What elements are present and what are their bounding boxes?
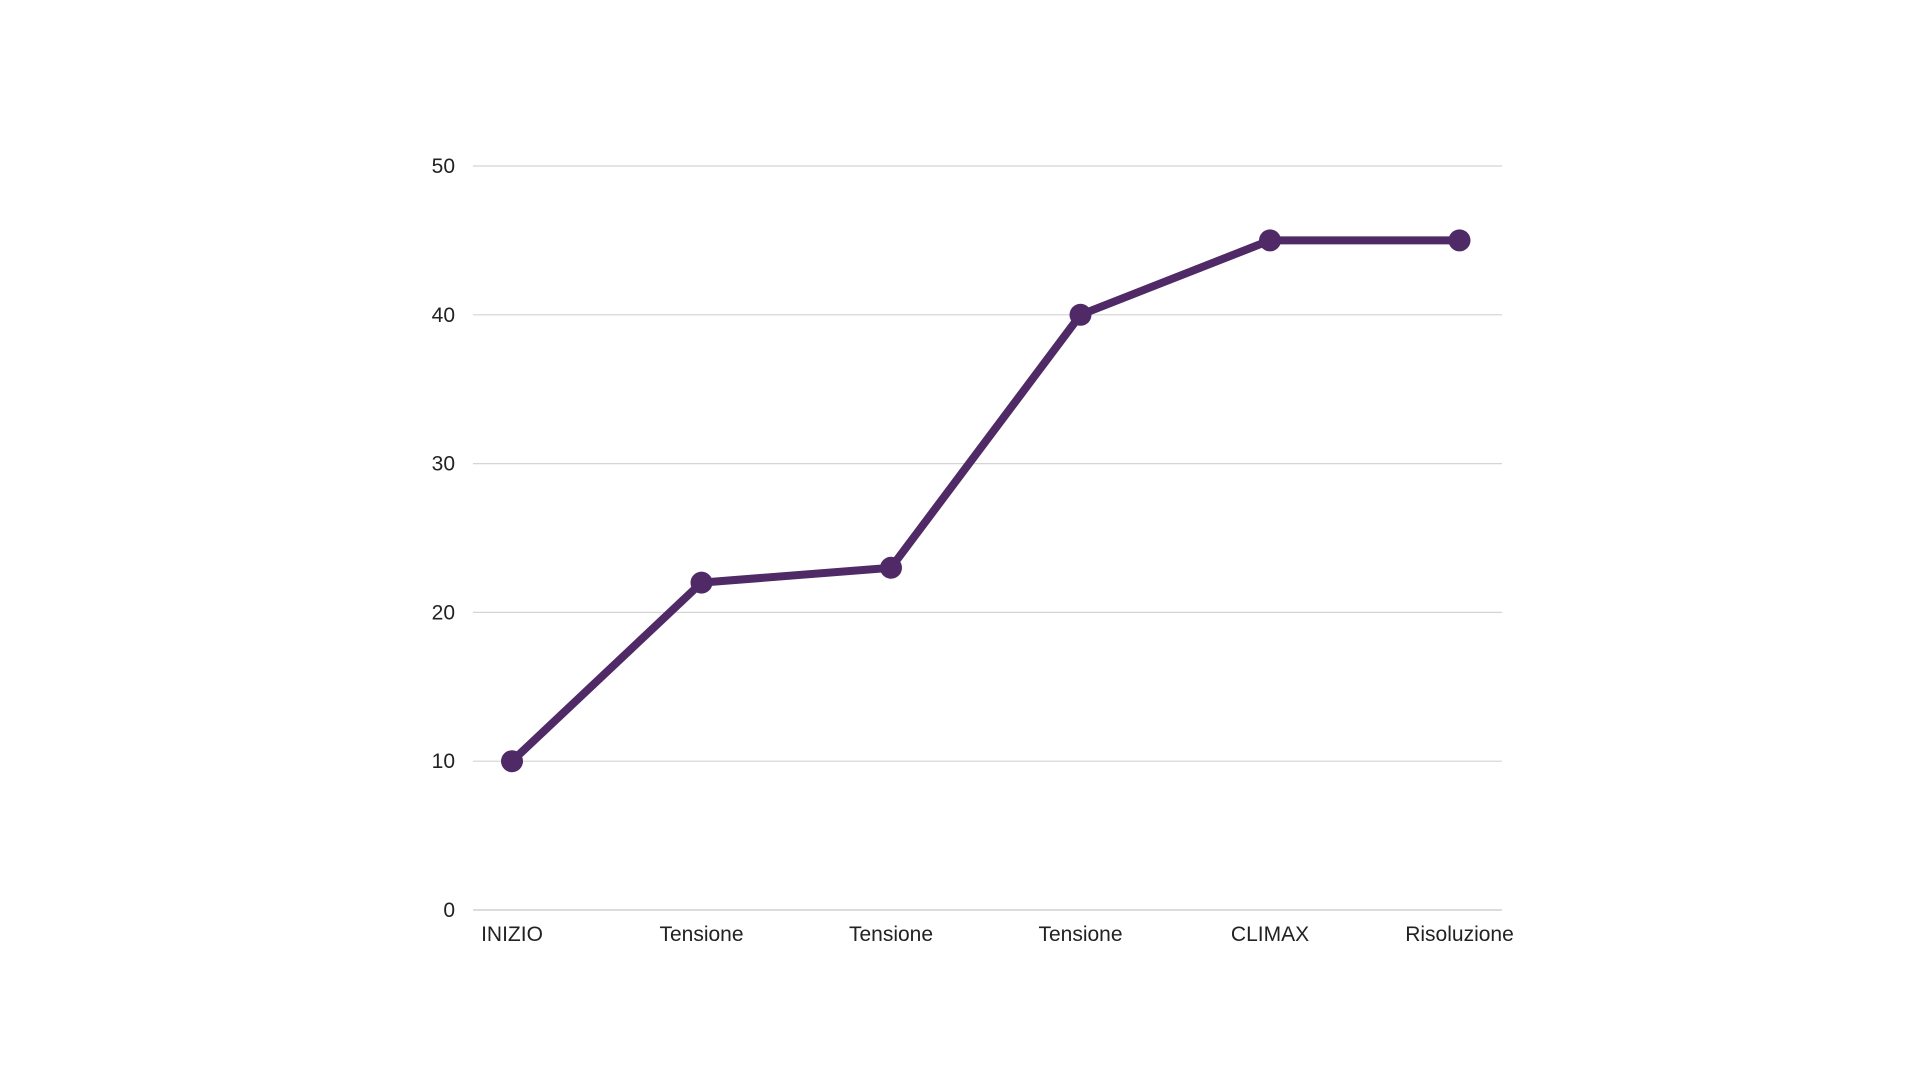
data-point	[1069, 303, 1092, 326]
y-tick-label: 30	[432, 453, 455, 476]
x-tick-label: INIZIO	[481, 923, 543, 946]
x-tick-label: Tensione	[1038, 923, 1122, 946]
y-tick-label: 40	[432, 304, 455, 327]
x-tick-label: Tensione	[659, 923, 743, 946]
grid-lines	[473, 165, 1502, 911]
y-tick-label: 50	[432, 155, 455, 178]
data-point	[1448, 229, 1471, 252]
x-tick-label: Tensione	[849, 923, 933, 946]
x-axis-tick-labels: INIZIO Tensione Tensione Tensione CLIMAX Riso…	[481, 923, 1514, 946]
data-point	[501, 750, 523, 773]
series-group	[501, 229, 1471, 773]
data-point	[690, 571, 713, 594]
y-tick-label: 0	[443, 899, 455, 922]
series-line	[508, 236, 1464, 766]
y-tick-label: 10	[432, 750, 455, 773]
x-tick-label: Risoluzione	[1405, 923, 1514, 946]
data-point	[1259, 229, 1281, 252]
data-point	[880, 556, 902, 579]
y-tick-label: 20	[432, 601, 455, 624]
x-tick-label: CLIMAX	[1231, 923, 1309, 946]
y-axis-tick-labels: 0 10 20 30 40 50	[432, 155, 455, 922]
